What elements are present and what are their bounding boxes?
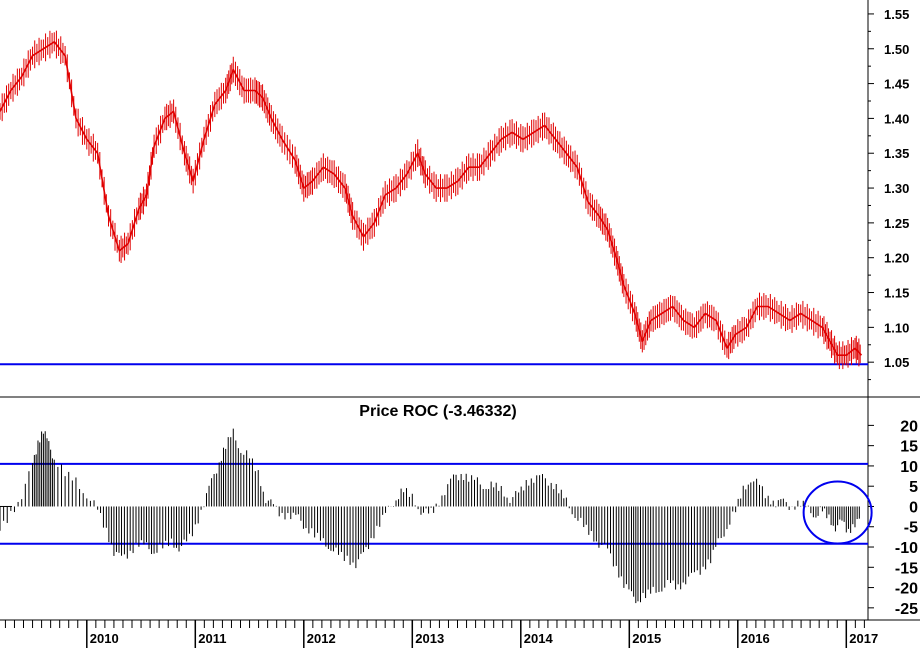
x-year-label: 2013 [415, 631, 444, 646]
x-year-label: 2015 [632, 631, 661, 646]
x-year-label: 2014 [524, 631, 554, 646]
roc-y-tick-label: 10 [900, 459, 918, 476]
price-y-tick-label: 1.15 [884, 286, 909, 301]
roc-y-tick-label: -10 [895, 540, 918, 557]
price-series [0, 30, 863, 370]
x-axis: 2010 2011 2012 2013 2014 2015 2016 2017 [4, 620, 878, 648]
roc-annotation-circle [802, 480, 873, 545]
roc-y-tick-label: -20 [895, 581, 918, 598]
roc-title: Price ROC (-3.46332) [359, 403, 516, 420]
roc-y-tick-label: -5 [904, 520, 918, 537]
price-y-tick-label: 1.55 [884, 7, 909, 22]
roc-y-tick-label: -25 [895, 601, 918, 618]
chart-frame [0, 0, 920, 621]
x-year-label: 2012 [307, 631, 336, 646]
price-y-tick-label: 1.35 [884, 146, 909, 161]
price-y-tick-label: 1.25 [884, 216, 909, 231]
x-year-label: 2016 [741, 631, 770, 646]
roc-y-tick-label: 0 [909, 499, 918, 516]
price-y-tick-label: 1.50 [884, 42, 909, 57]
roc-y-tick-label: -15 [895, 560, 918, 577]
price-y-tick-label: 1.05 [884, 355, 909, 370]
x-year-label: 2011 [198, 631, 226, 646]
roc-reference-lines [0, 462, 868, 545]
x-year-label: 2017 [849, 631, 878, 646]
roc-y-tick-label: 20 [900, 418, 918, 435]
price-y-tick-label: 1.40 [884, 111, 909, 126]
x-year-label: 2010 [90, 631, 119, 646]
price-y-tick-label: 1.10 [884, 320, 909, 335]
price-y-tick-label: 1.45 [884, 77, 909, 92]
annotation-circle [802, 480, 873, 545]
price-y-tick-label: 1.20 [884, 251, 909, 266]
price-y-tick-label: 1.30 [884, 181, 909, 196]
roc-y-tick-label: 5 [909, 479, 918, 496]
roc-y-axis: 20 15 10 5 0 -5 -10 -15 -20 -25 [868, 418, 918, 618]
price-y-axis: 1.55 1.50 1.45 1.40 1.35 1.30 1.25 1.20 1.15 1.10… [868, 7, 909, 381]
roc-bars [0, 428, 860, 604]
price-line [0, 41, 863, 356]
roc-y-tick-label: 15 [900, 439, 918, 456]
